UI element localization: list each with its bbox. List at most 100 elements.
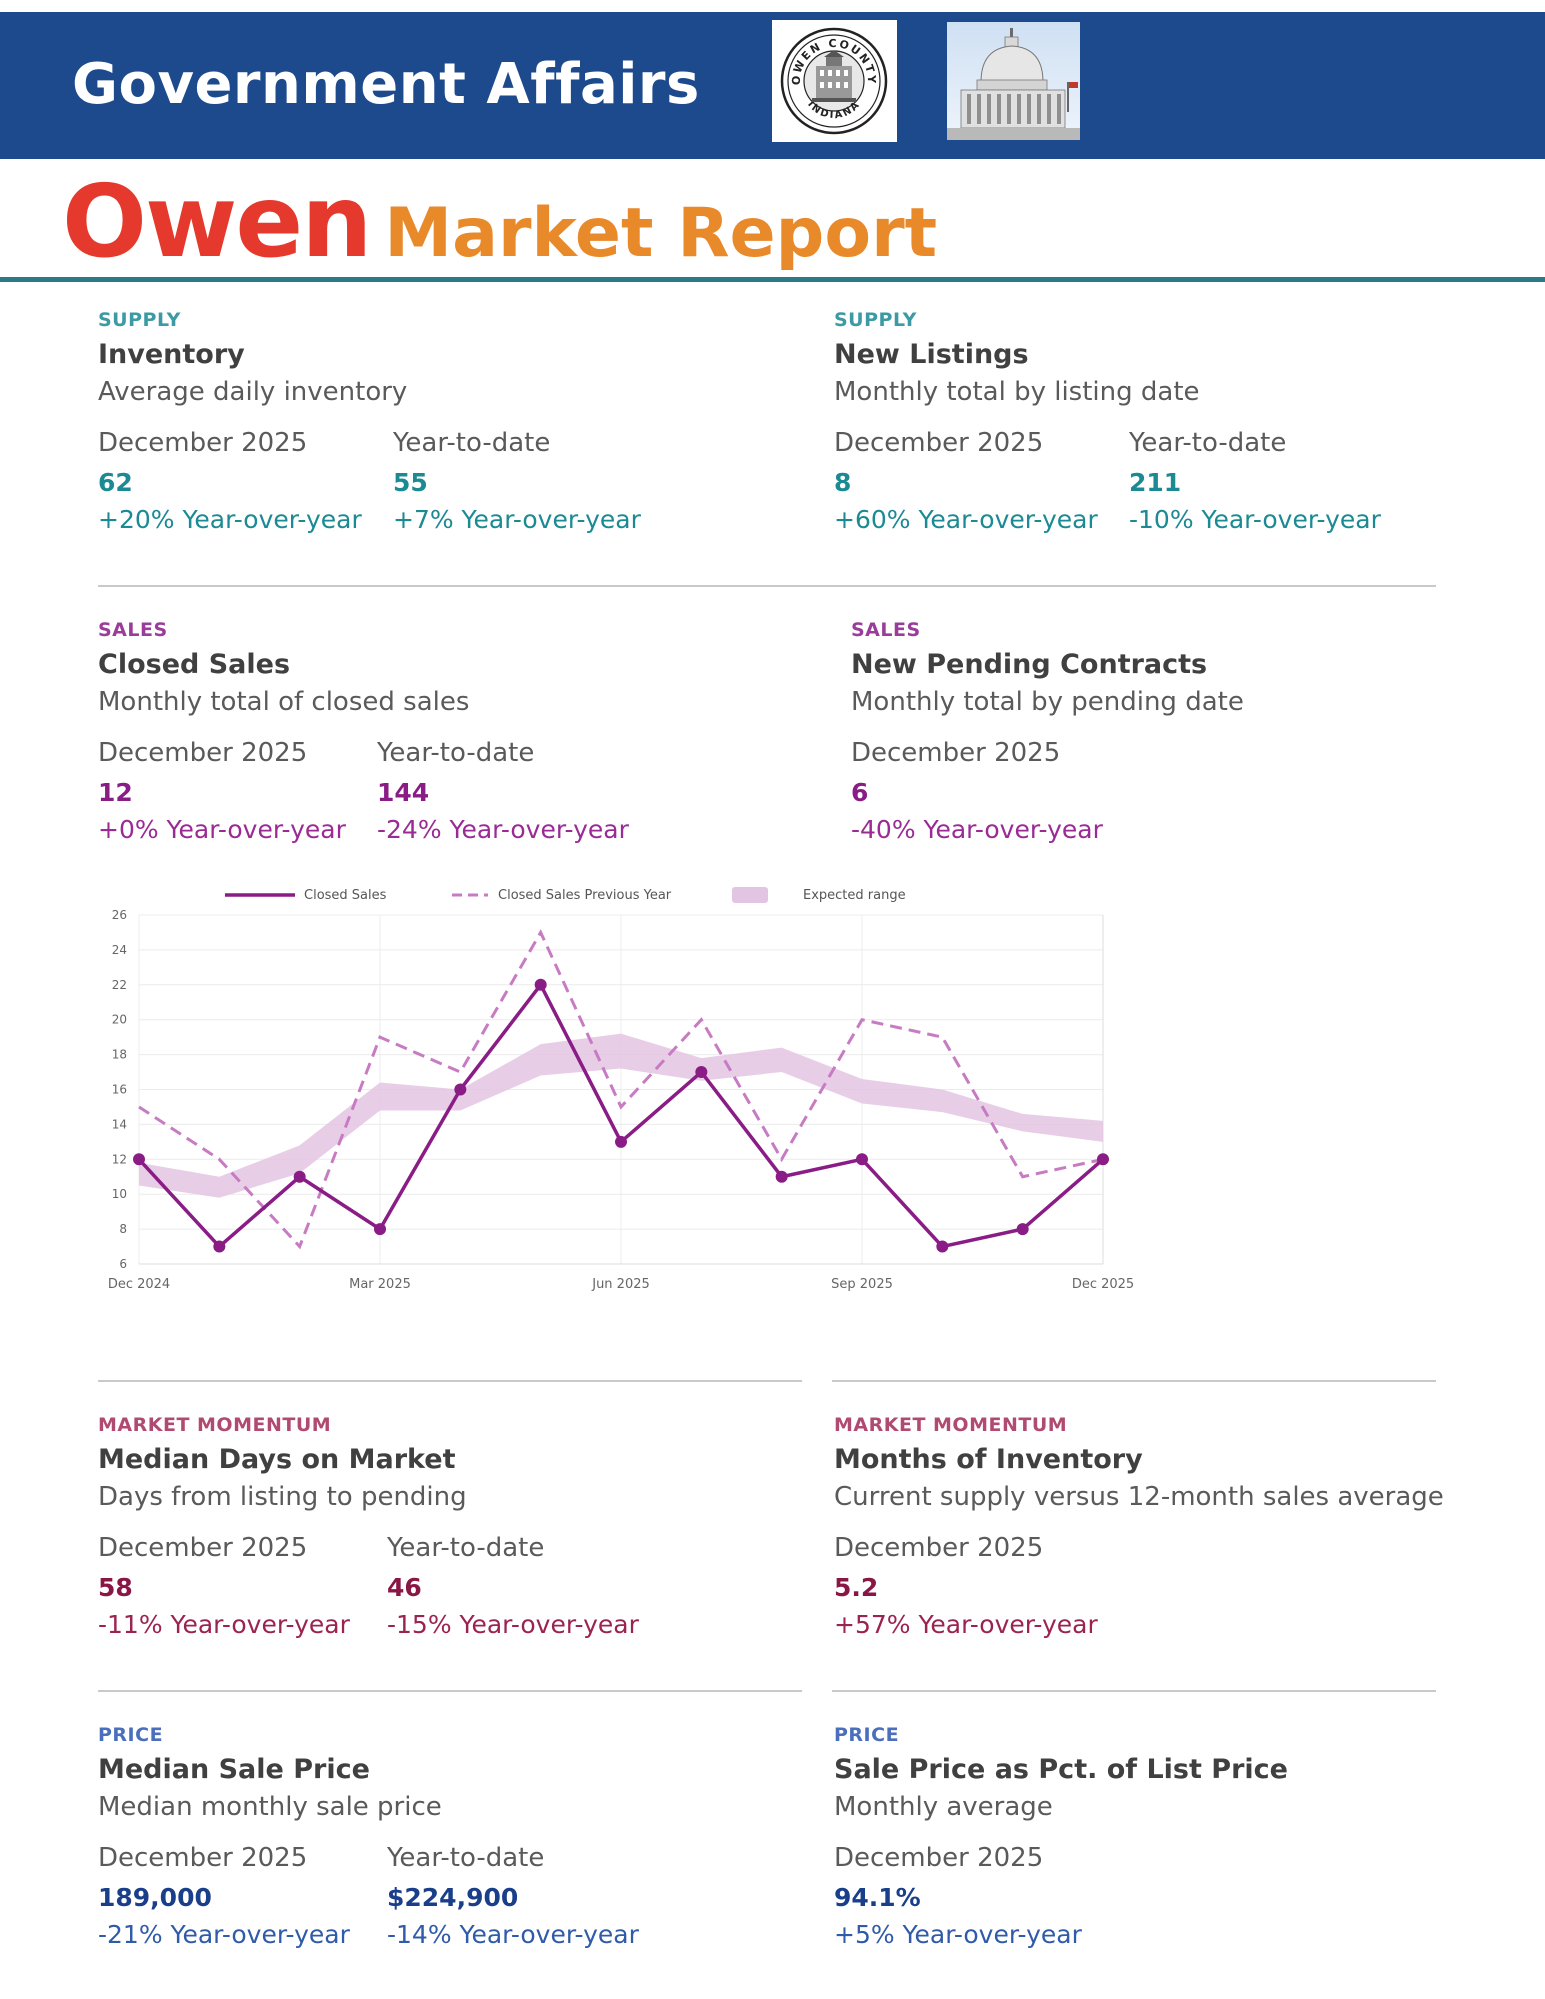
period-change: +5% Year-over-year — [834, 1920, 1082, 1949]
new-listings-card: SUPPLY New Listings Monthly total by lis… — [834, 309, 1381, 534]
period-change: +20% Year-over-year — [98, 505, 362, 534]
metric-title: Sale Price as Pct. of List Price — [834, 1754, 1288, 1785]
period-ytd: Year-to-date 211 -10% Year-over-year — [1129, 428, 1381, 534]
category-label: SUPPLY — [98, 309, 181, 331]
period-value: 6 — [851, 778, 869, 807]
metric-title: Median Days on Market — [98, 1444, 456, 1475]
banner-title: Government Affairs — [72, 52, 700, 117]
y-tick-label: 6 — [119, 1257, 127, 1271]
chart-legend: Closed Sales Closed Sales Previous Year Ex… — [225, 887, 906, 903]
median-sale-price-card: PRICE Median Sale Price Median monthly s… — [98, 1724, 639, 1949]
closed-sales-point — [775, 1170, 788, 1183]
metric-description: Median monthly sale price — [98, 1792, 442, 1822]
metric-description: Monthly total by listing date — [834, 377, 1200, 407]
period-value: 94.1% — [834, 1883, 921, 1912]
period-change: -10% Year-over-year — [1129, 505, 1381, 534]
period-change: -11% Year-over-year — [98, 1610, 350, 1639]
period-december: December 2025 58 -11% Year-over-year — [98, 1533, 387, 1639]
period-value: 46 — [387, 1573, 422, 1602]
period-label: December 2025 — [98, 1843, 308, 1873]
period-label: Year-to-date — [387, 1533, 545, 1563]
category-label: SUPPLY — [834, 309, 917, 331]
metric-description: Days from listing to pending — [98, 1482, 467, 1512]
period-label: Year-to-date — [393, 428, 551, 458]
closed-sales-point — [615, 1135, 627, 1148]
period-december: December 2025 12 +0% Year-over-year — [98, 738, 377, 844]
period-label: December 2025 — [98, 428, 308, 458]
period-label: December 2025 — [98, 1533, 308, 1563]
closed-sales-point — [293, 1170, 306, 1183]
period-change: +7% Year-over-year — [393, 505, 641, 534]
period-change: -15% Year-over-year — [387, 1610, 639, 1639]
period-value: 5.2 — [834, 1573, 879, 1602]
section-divider — [98, 1690, 802, 1692]
period-value: 8 — [834, 468, 852, 497]
pending-contracts-card: SALES New Pending Contracts Monthly tota… — [851, 619, 1244, 844]
period-value: 58 — [98, 1573, 133, 1602]
y-tick-label: 10 — [112, 1187, 127, 1201]
closed-sales-point — [374, 1223, 386, 1236]
period-value: 189,000 — [98, 1883, 212, 1912]
x-tick-label: Jun 2025 — [591, 1277, 650, 1292]
closed-sales-point — [1016, 1223, 1029, 1236]
period-value: 144 — [377, 778, 430, 807]
period-value: 62 — [98, 468, 133, 497]
period-ytd: Year-to-date 46 -15% Year-over-year — [387, 1533, 639, 1639]
period-label: December 2025 — [834, 1843, 1044, 1873]
closed-sales-point — [133, 1153, 145, 1166]
category-label: PRICE — [98, 1724, 164, 1746]
y-tick-label: 8 — [119, 1222, 127, 1236]
report-county-name: Owen — [62, 163, 372, 280]
period-ytd: Year-to-date 55 +7% Year-over-year — [393, 428, 641, 534]
metric-title: New Listings — [834, 339, 1029, 370]
title-rule — [0, 277, 1545, 282]
period-label: Year-to-date — [1129, 428, 1287, 458]
previous-year-line — [138, 929, 1104, 1250]
period-december: December 2025 189,000 -21% Year-over-yea… — [98, 1843, 387, 1949]
y-tick-label: 14 — [112, 1117, 127, 1131]
period-december: December 2025 8 +60% Year-over-year — [834, 428, 1129, 534]
period-value: 211 — [1129, 468, 1182, 497]
closed-sales-point — [454, 1083, 467, 1096]
sale-to-list-card: PRICE Sale Price as Pct. of List Price M… — [834, 1724, 1288, 1949]
period-value: 55 — [393, 468, 428, 497]
period-change: +0% Year-over-year — [98, 815, 346, 844]
y-tick-label: 18 — [112, 1048, 127, 1062]
closed-sales-point — [856, 1153, 868, 1166]
y-tick-label: 20 — [112, 1013, 127, 1027]
section-divider — [98, 585, 1436, 587]
period-december: December 2025 6 -40% Year-over-year — [851, 738, 1103, 844]
metric-title: Closed Sales — [98, 649, 291, 680]
y-tick-label: 26 — [112, 908, 127, 922]
report-subtitle: Market Report — [384, 194, 938, 273]
x-tick-label: Dec 2025 — [1072, 1277, 1134, 1292]
period-label: December 2025 — [834, 1533, 1044, 1563]
period-change: -14% Year-over-year — [387, 1920, 639, 1949]
metric-title: Inventory — [98, 339, 245, 370]
legend-label-previous-year: Closed Sales Previous Year — [498, 888, 672, 903]
header-banner: Government Affairs OWEN COUNTY INDIANA — [0, 12, 1545, 159]
period-ytd: Year-to-date $224,900 -14% Year-over-yea… — [387, 1843, 639, 1949]
section-divider — [832, 1380, 1436, 1382]
chart-points — [133, 978, 1109, 1253]
metric-description: Current supply versus 12-month sales ave… — [834, 1482, 1444, 1512]
period-label: December 2025 — [834, 428, 1044, 458]
metric-description: Monthly total of closed sales — [98, 687, 470, 717]
period-december: December 2025 94.1% +5% Year-over-year — [834, 1843, 1082, 1949]
closed-sales-point — [213, 1240, 226, 1253]
section-divider — [98, 1380, 802, 1382]
months-of-inventory-card: MARKET MOMENTUM Months of Inventory Curr… — [834, 1414, 1444, 1639]
expected-range-area — [139, 1033, 1103, 1198]
period-december: December 2025 5.2 +57% Year-over-year — [834, 1533, 1098, 1639]
period-label: Year-to-date — [377, 738, 535, 768]
days-on-market-card: MARKET MOMENTUM Median Days on Market Da… — [98, 1414, 639, 1639]
period-december: December 2025 62 +20% Year-over-year — [98, 428, 393, 534]
category-label: SALES — [851, 619, 921, 641]
category-label: MARKET MOMENTUM — [834, 1414, 1068, 1436]
metric-description: Monthly total by pending date — [851, 687, 1244, 717]
legend-swatch-expected-range — [732, 887, 768, 903]
section-divider — [832, 1690, 1436, 1692]
period-change: -21% Year-over-year — [98, 1920, 350, 1949]
y-tick-label: 16 — [112, 1083, 127, 1097]
closed-sales-point — [534, 978, 547, 991]
